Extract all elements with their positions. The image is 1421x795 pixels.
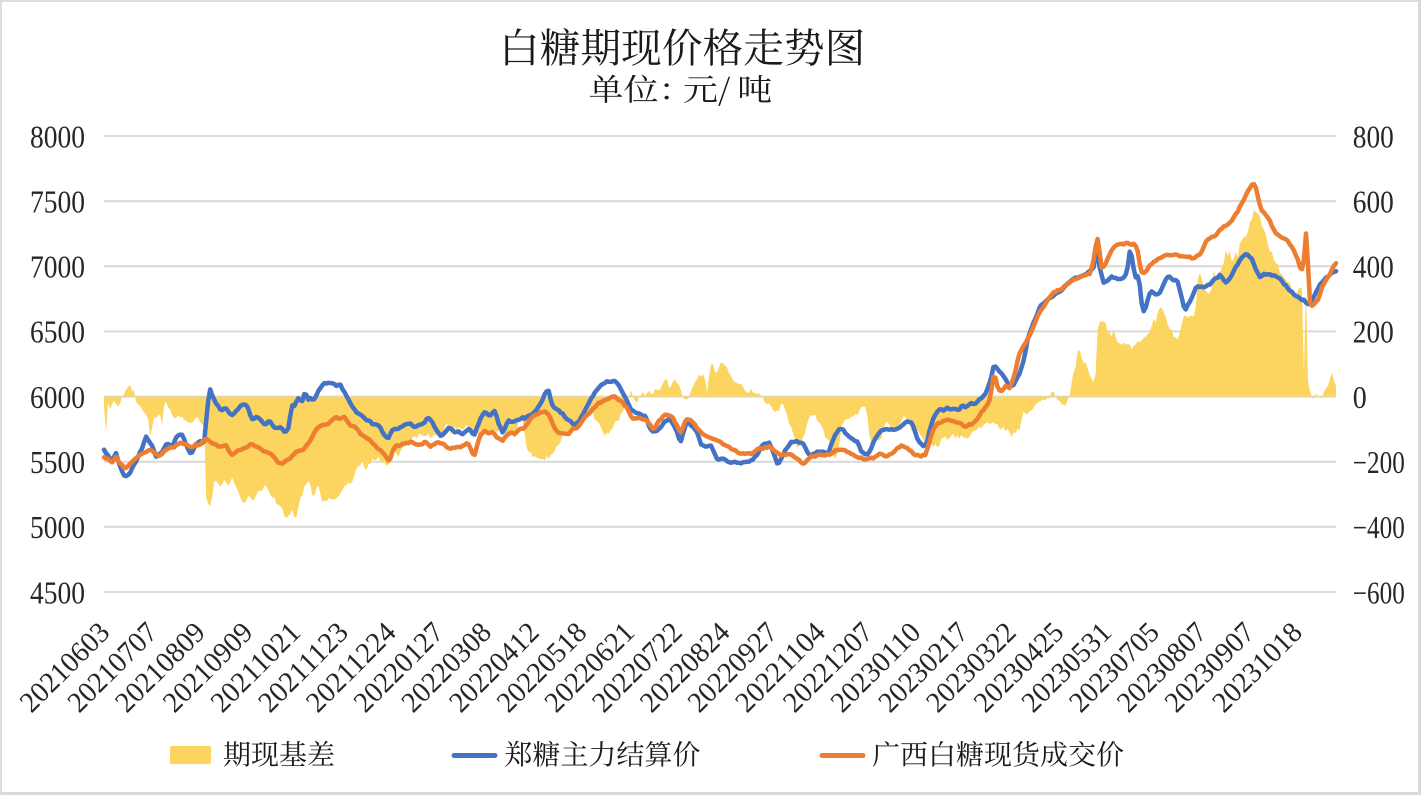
svg-text:600: 600: [1353, 184, 1394, 219]
svg-text:7000: 7000: [30, 250, 85, 285]
svg-text:6000: 6000: [30, 380, 85, 415]
svg-text:−200: −200: [1353, 445, 1405, 480]
svg-text:800: 800: [1353, 119, 1394, 154]
svg-text:8000: 8000: [30, 119, 85, 154]
svg-text:4500: 4500: [30, 575, 85, 610]
svg-text:5000: 5000: [30, 510, 85, 545]
svg-text:−600: −600: [1353, 575, 1405, 610]
svg-text:200: 200: [1353, 315, 1394, 350]
svg-text:400: 400: [1353, 250, 1394, 285]
svg-text:5500: 5500: [30, 445, 85, 480]
svg-text:0: 0: [1353, 380, 1367, 415]
svg-text:7500: 7500: [30, 184, 85, 219]
svg-text:6500: 6500: [30, 315, 85, 350]
svg-text:−400: −400: [1353, 510, 1405, 545]
